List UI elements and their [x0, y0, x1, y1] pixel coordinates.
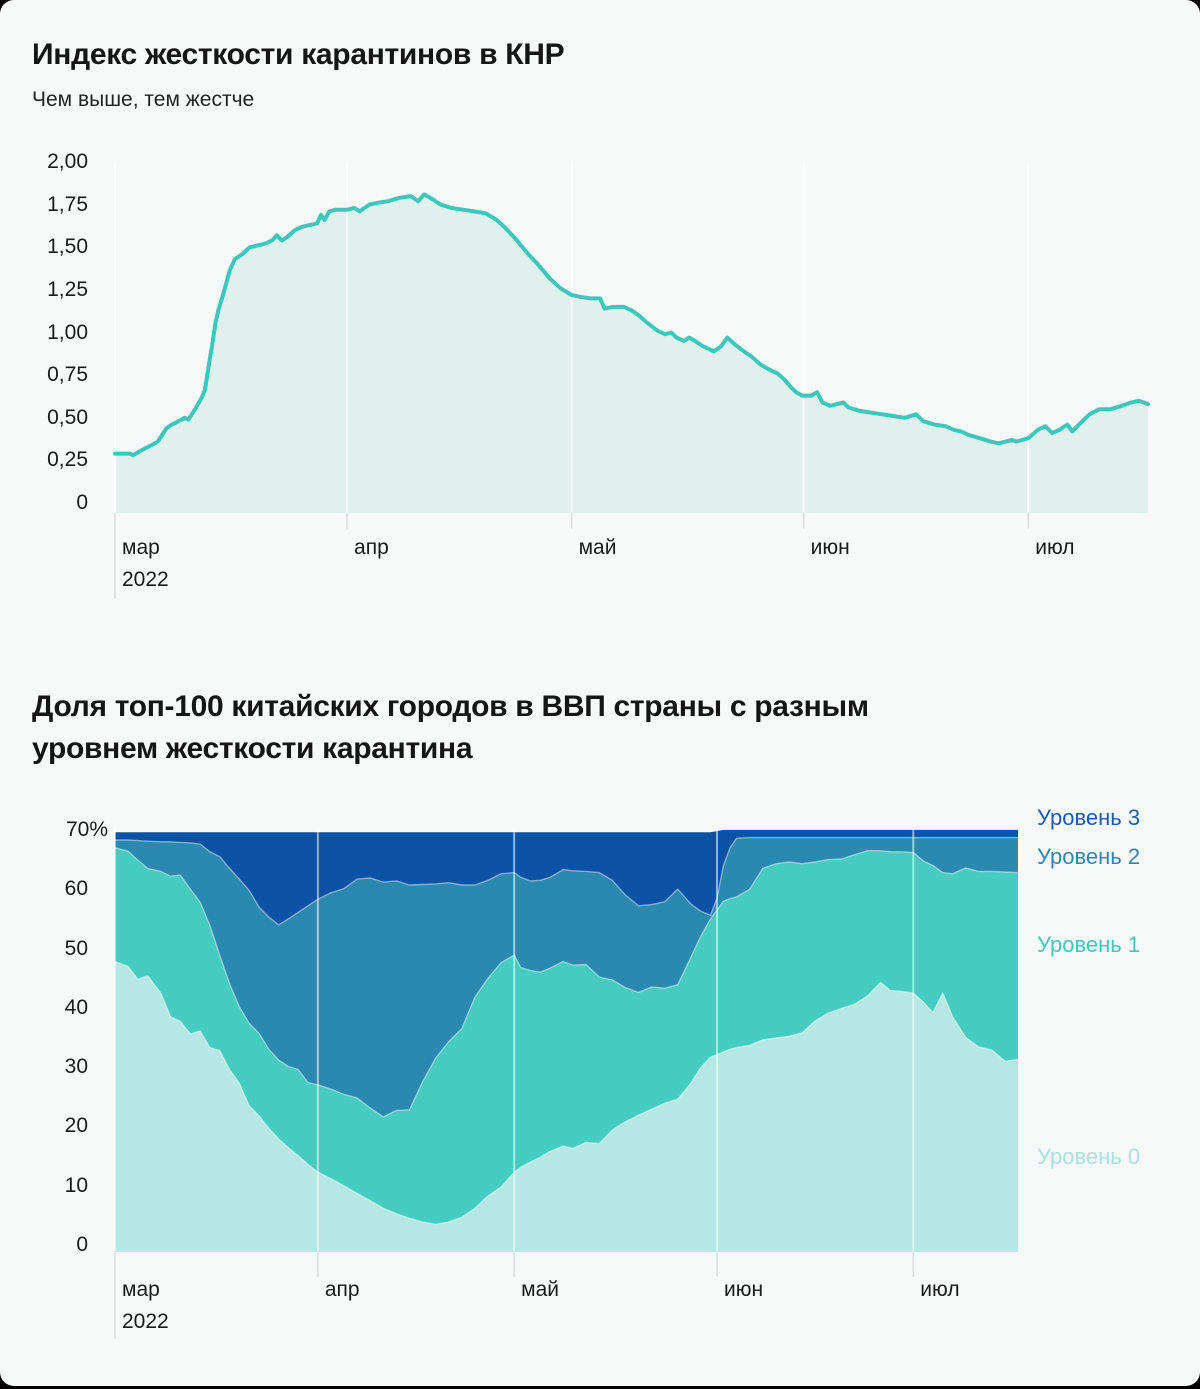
chart1-ytick: 0: [76, 491, 88, 514]
chart-path: [115, 194, 1148, 513]
chart1-ytick: 2,00: [47, 150, 88, 173]
chart1-xlabel: май: [578, 536, 617, 559]
legend-уровень-2: Уровень 2: [1037, 844, 1141, 869]
chart2-xlabel: мар: [122, 1278, 160, 1301]
chart1-ytick: 1,25: [47, 277, 88, 301]
chart-path: [113, 192, 1150, 458]
chart1-ytick: 1,00: [47, 320, 88, 344]
chart1-xlabel: апр: [354, 536, 389, 559]
chart2-title-line2: уровнем жесткости карантина: [32, 732, 473, 765]
chart1-year-label: 2022: [122, 568, 169, 591]
chart2-xlabel: апр: [324, 1278, 360, 1301]
chart2-xlabel: июл: [920, 1278, 960, 1301]
chart2-ytick: 0: [76, 1233, 88, 1256]
chart1-ytick: 1,50: [47, 235, 88, 259]
chart1-xlabel: июн: [810, 536, 850, 559]
chart1-ytick: 0,75: [47, 363, 88, 387]
chart2-ytick: 50: [64, 936, 88, 960]
chart2-ytick: 10: [64, 1173, 88, 1197]
chart1-title: Индекс жесткости карантинов в КНР: [32, 38, 565, 71]
chart2-ytick: 20: [64, 1114, 88, 1138]
legend-уровень-3: Уровень 3: [1037, 805, 1141, 830]
chart-path: [114, 960, 1019, 1225]
chart2-title-line1: Доля топ-100 китайских городов в ВВП стр…: [32, 690, 869, 723]
chart2-ytick: 30: [64, 1055, 88, 1079]
chart1-ytick: 0,25: [47, 448, 88, 472]
chart2-xlabel: май: [521, 1278, 559, 1301]
chart1-xlabel: июл: [1035, 536, 1075, 559]
chart-path: [114, 847, 1019, 1118]
chart1-xlabel: мар: [122, 536, 160, 559]
legend-уровень-0: Уровень 0: [1037, 1144, 1141, 1169]
chart-path: [114, 836, 1019, 926]
chart1-ytick: 0,50: [47, 405, 88, 429]
chart2-ytick: 60: [64, 877, 88, 901]
chart2-ytick: 40: [64, 995, 88, 1019]
chart2-year-label: 2022: [122, 1310, 169, 1333]
chart2-ytick: 70%: [65, 817, 108, 841]
legend-уровень-1: Уровень 1: [1037, 932, 1141, 957]
chart1-subtitle: Чем выше, тем жестче: [32, 88, 255, 111]
chart1-ytick: 1,75: [47, 192, 88, 216]
chart-path: [115, 961, 1018, 1252]
chart2-xlabel: июн: [724, 1278, 764, 1301]
